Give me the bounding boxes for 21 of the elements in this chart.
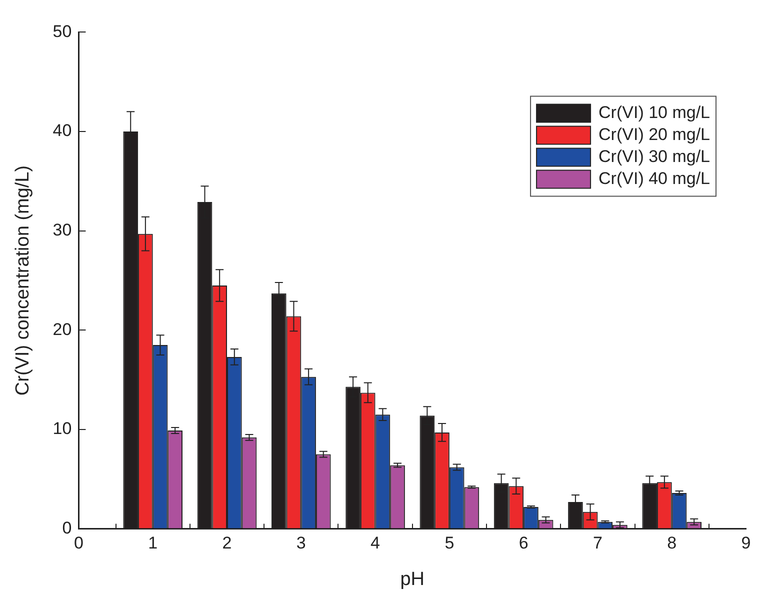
x-tick-label: 2 [222,534,232,553]
y-tick-label: 20 [52,320,72,339]
x-tick-label: 5 [444,534,454,553]
y-tick-label: 50 [52,22,72,41]
x-tick-label: 9 [741,534,751,553]
x-tick-label: 6 [518,534,528,553]
y-tick-label: 40 [52,121,72,140]
legend-label: Cr(VI) 40 mg/L [598,168,710,188]
x-tick-label: 4 [370,534,380,553]
x-tick-label: 3 [296,534,306,553]
x-tick-label: 8 [667,534,677,553]
legend-label: Cr(VI) 20 mg/L [598,124,710,144]
y-tick-label: 10 [52,419,72,438]
x-axis-title: pH [400,568,425,590]
legend-label: Cr(VI) 10 mg/L [598,102,710,122]
x-tick-label: 7 [592,534,602,553]
y-tick-label: 30 [52,220,72,240]
x-tick-label: 1 [148,534,158,553]
legend-label: Cr(VI) 30 mg/L [598,146,710,166]
y-axis-title: Cr(VI) concentration (mg/L) [12,165,34,396]
y-tick-label: 0 [62,518,72,538]
